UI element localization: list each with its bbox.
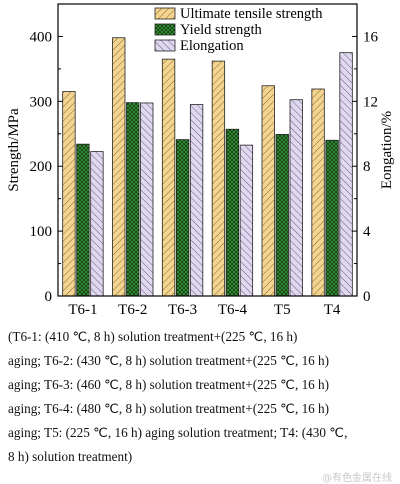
x-tick-label: T6-4 <box>218 302 248 318</box>
caption-line: (T6-1: (410 ℃, 8 h) solution treatment+(… <box>8 329 298 344</box>
uts-bar <box>261 85 275 297</box>
uts-bar <box>311 88 325 297</box>
caption-line: aging; T5: (225 ℃, 16 h) aging solution … <box>8 425 348 440</box>
yield-bar <box>325 139 339 297</box>
yield-bar <box>76 143 90 297</box>
y2-tick-label: 12 <box>363 94 378 110</box>
y-tick-label: 0 <box>45 289 53 305</box>
watermark: @有色金属在线 <box>322 473 392 484</box>
y2-tick-label: 8 <box>363 159 371 175</box>
y-axis-label: Strength/MPa <box>6 108 22 192</box>
axes-layer: T6-1 T6-2 T6-3 T6-4 T5 T4 0 100 200 300 400 0 4 8 12 16… <box>6 3 395 318</box>
caption-line: 8 h) solution treatment) <box>8 449 133 464</box>
figure-caption: (T6-1: (410 ℃, 8 h) solution treatment+(… <box>8 325 394 469</box>
uts-bar <box>211 60 226 297</box>
x-tick-label: T6-3 <box>168 302 197 318</box>
bars-layer <box>62 37 353 297</box>
x-tick-label: T4 <box>324 302 341 318</box>
y2-tick-label: 16 <box>363 29 379 45</box>
y2-axis-label: Eongation/% <box>379 111 395 189</box>
legend-label: Elongation <box>180 38 244 54</box>
elongation-bar <box>289 99 303 297</box>
elongation-bar <box>189 104 204 297</box>
legend-label: Ultimate tensile strength <box>180 6 323 22</box>
x-tick-label: T6-2 <box>118 302 147 318</box>
plot-frame <box>57 3 358 297</box>
legend-swatch <box>154 39 176 52</box>
caption-line: aging; T6-2: (430 ℃, 8 h) solution treat… <box>8 353 330 368</box>
elongation-bar <box>140 102 154 297</box>
legend-swatch <box>154 23 176 36</box>
legend-label: Yield strength <box>180 22 263 38</box>
strength-elongation-chart: T6-1 T6-2 T6-3 T6-4 T5 T4 0 100 200 300 400 0 4 8 12 16… <box>6 3 395 318</box>
y2-tick-label: 0 <box>363 289 371 305</box>
yield-bar <box>126 102 140 297</box>
yield-bar <box>225 128 240 297</box>
y2-tick-label: 4 <box>363 224 371 240</box>
uts-bar <box>112 37 126 297</box>
legend-swatch <box>154 7 176 20</box>
yield-bar <box>275 134 289 297</box>
elongation-bar <box>339 52 353 297</box>
elongation-bar <box>239 144 254 297</box>
elongation-bar <box>90 151 104 297</box>
caption-line: aging; T6-3: (460 ℃, 8 h) solution treat… <box>8 377 330 392</box>
y-tick-label: 100 <box>30 224 53 240</box>
uts-bar <box>62 91 76 297</box>
y-tick-label: 400 <box>30 29 53 45</box>
caption-line: aging; T6-4: (480 ℃, 8 h) solution treat… <box>8 401 330 416</box>
x-tick-label: T5 <box>274 302 291 318</box>
y-tick-label: 300 <box>30 94 53 110</box>
yield-bar <box>175 139 190 297</box>
y-tick-label: 200 <box>30 159 53 175</box>
uts-bar <box>161 58 176 297</box>
x-tick-label: T6-1 <box>68 302 97 318</box>
